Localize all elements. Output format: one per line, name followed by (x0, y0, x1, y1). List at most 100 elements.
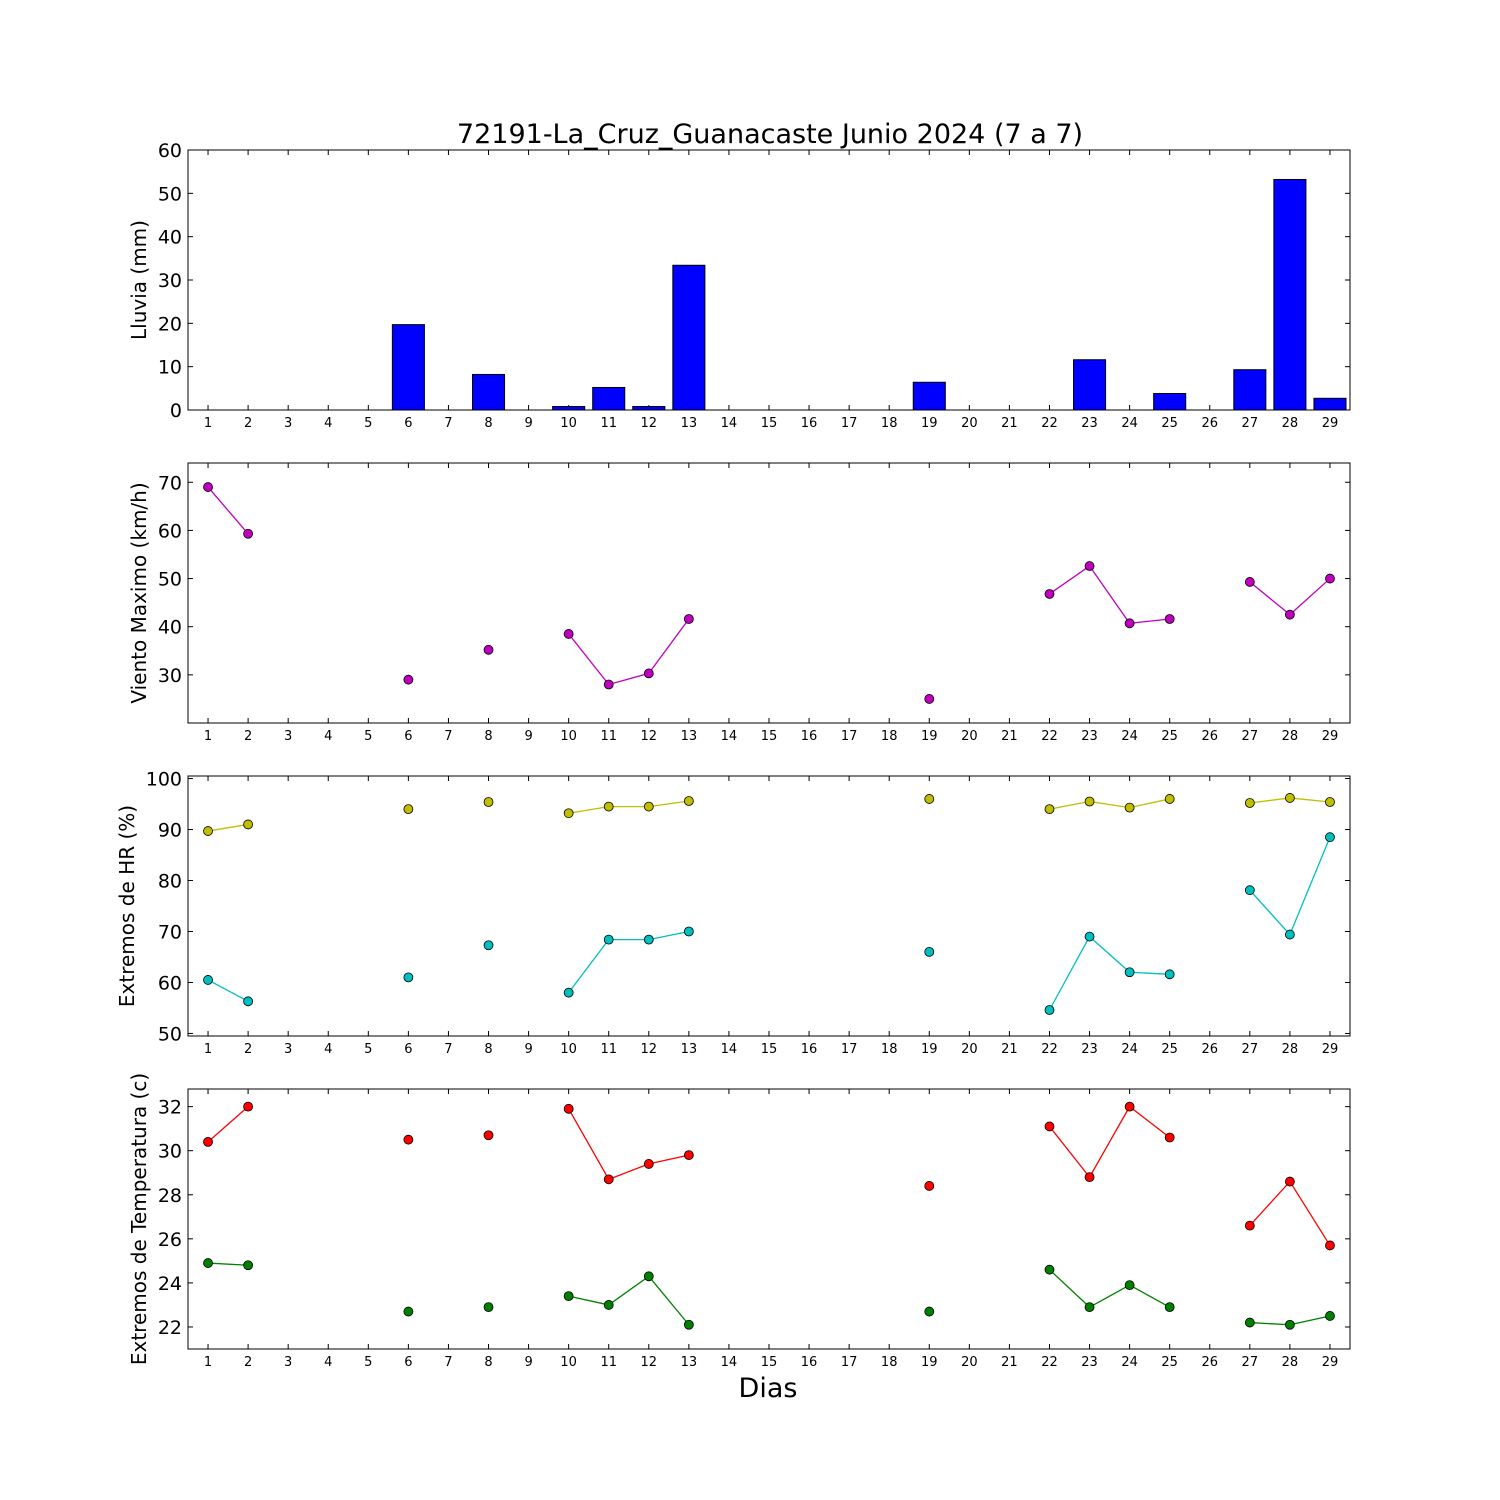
data-point (1284, 793, 1295, 803)
x-tick-label: 11 (600, 729, 617, 744)
x-tick-label: 27 (1242, 1042, 1259, 1057)
data-point (1084, 931, 1095, 942)
data-point (1084, 561, 1095, 571)
data-point (483, 797, 494, 807)
rain-bar (1273, 178, 1307, 411)
x-tick-label: 26 (1201, 1042, 1218, 1057)
x-tick-label: 15 (761, 416, 778, 431)
series-line-segment (1289, 797, 1331, 803)
data-point (483, 1302, 494, 1313)
x-tick-label: 2 (244, 1355, 252, 1370)
series-line-segment (568, 939, 610, 994)
data-point (243, 1260, 254, 1271)
x-tick-label: 22 (1041, 416, 1058, 431)
series-line-segment (1289, 1181, 1331, 1246)
series-line-segment (1089, 1284, 1130, 1308)
data-point (1284, 929, 1295, 940)
x-tick-label: 22 (1041, 729, 1058, 744)
data-point (1244, 577, 1255, 587)
x-tick-label: 4 (324, 1042, 332, 1057)
series-line-segment (1049, 1269, 1090, 1308)
x-tick-label: 25 (1161, 416, 1178, 431)
series-line-segment (1129, 798, 1170, 809)
y-tick-label: 50 (158, 1023, 182, 1045)
x-tick-label: 1 (204, 1042, 212, 1057)
x-tick-label: 21 (1001, 729, 1018, 744)
series-line-segment (207, 1262, 249, 1266)
series-line-segment (568, 805, 609, 814)
data-point (1124, 618, 1135, 629)
y-tick-label: 50 (158, 183, 182, 205)
y-axis-label: Extremos de HR (%) (115, 805, 139, 1007)
rain-bar (592, 386, 626, 411)
data-point (1044, 1121, 1055, 1132)
data-point (1325, 797, 1335, 807)
data-point (243, 1101, 254, 1112)
data-point (1244, 885, 1255, 896)
data-point (643, 1271, 654, 1282)
x-tick-label: 6 (404, 416, 412, 431)
data-point (643, 934, 654, 945)
y-tick-label: 30 (158, 270, 182, 292)
y-tick-label: 60 (158, 520, 182, 542)
x-tick-label: 9 (524, 1355, 532, 1370)
series-line-segment (1249, 1181, 1291, 1227)
x-tick-label: 1 (204, 416, 212, 431)
data-point (1044, 1264, 1055, 1275)
series-line-segment (1129, 618, 1170, 624)
series-line-segment (648, 1154, 690, 1165)
x-tick-label: 16 (801, 416, 818, 431)
y-tick-label: 40 (158, 617, 182, 639)
data-point (683, 1150, 694, 1161)
chart-title: 72191-La_Cruz_Guanacaste Junio 2024 (7 a… (457, 119, 1083, 150)
x-tick-label: 20 (961, 416, 978, 431)
x-tick-label: 12 (641, 1042, 658, 1057)
x-tick-label: 12 (641, 729, 658, 744)
x-tick-label: 10 (560, 729, 577, 744)
data-point (1284, 1176, 1295, 1187)
series-line-segment (1129, 971, 1170, 975)
data-point (1044, 1005, 1055, 1015)
x-tick-label: 11 (600, 1355, 617, 1370)
rain-bar (912, 381, 946, 411)
data-point (1084, 796, 1095, 807)
x-tick-label: 8 (484, 729, 492, 744)
series-line-segment (1049, 565, 1090, 595)
data-point (1124, 802, 1135, 813)
data-point (243, 528, 254, 539)
data-point (603, 934, 614, 945)
data-point (1244, 1220, 1255, 1231)
series-line-segment (207, 486, 249, 535)
x-tick-label: 5 (364, 1355, 372, 1370)
data-point (203, 1258, 213, 1268)
x-tick-label: 10 (560, 416, 577, 431)
x-tick-label: 29 (1322, 1042, 1339, 1057)
x-tick-label: 27 (1242, 416, 1259, 431)
data-point (924, 794, 935, 804)
data-point (403, 1306, 414, 1317)
series-line-segment (648, 618, 690, 674)
data-point (1044, 804, 1055, 815)
series-line-segment (1289, 578, 1331, 616)
x-tick-label: 20 (961, 1355, 978, 1370)
data-point (243, 819, 254, 830)
x-tick-label: 26 (1201, 416, 1218, 431)
data-point (203, 482, 213, 492)
x-tick-label: 23 (1081, 1355, 1098, 1370)
x-tick-label: 16 (801, 729, 818, 744)
rain-bar (1153, 393, 1187, 411)
series-line-segment (1289, 1315, 1331, 1326)
y-tick-label: 20 (158, 313, 182, 335)
series-line-segment (608, 1275, 650, 1306)
x-tick-label: 9 (524, 1042, 532, 1057)
x-tick-label: 21 (1001, 416, 1018, 431)
data-point (1325, 1240, 1335, 1251)
y-tick-label: 22 (158, 1317, 182, 1339)
data-point (483, 644, 494, 655)
series-line-segment (1249, 581, 1291, 616)
x-tick-label: 7 (444, 729, 452, 744)
series-line-segment (1089, 565, 1131, 624)
x-axis-label: Dias (739, 1373, 798, 1404)
data-point (683, 614, 694, 624)
series-line-segment (1129, 1106, 1171, 1138)
